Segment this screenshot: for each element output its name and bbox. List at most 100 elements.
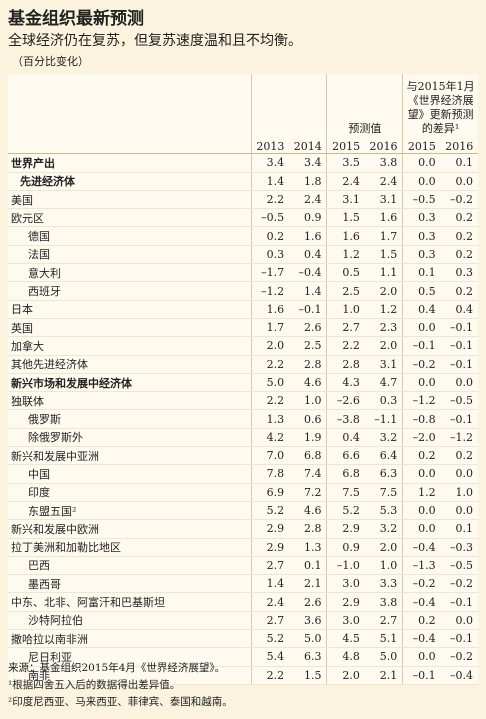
column-header: 2015: [402, 136, 441, 155]
row-label: 中东、北非、阿富汗和巴基斯坦: [8, 592, 252, 612]
row-label: 墨西哥: [8, 574, 252, 594]
cell-value: 6.3: [289, 647, 327, 667]
cell-value: –0.1: [402, 666, 441, 685]
cell-value: 3.8: [364, 153, 403, 173]
cell-value: 3.4: [250, 153, 290, 173]
cell-value: 0.0: [402, 464, 441, 484]
cell-value: 0.0: [402, 647, 441, 667]
table-row: 西班牙 –1.2 1.4 2.5 2.0 0.5 0.2: [8, 281, 478, 301]
cell-value: 2.7: [250, 611, 290, 631]
cell-value: 2.2: [250, 355, 290, 374]
cell-value: 3.2: [364, 519, 403, 539]
cell-value: 2.5: [289, 336, 327, 356]
cell-value: 3.1: [364, 355, 403, 374]
cell-value: 7.5: [326, 483, 365, 502]
cell-value: –1.2: [402, 391, 441, 411]
cell-value: 1.2: [402, 483, 441, 502]
cell-value: 0.1: [289, 556, 327, 576]
cell-value: 0.0: [402, 172, 441, 191]
cell-value: 0.0: [440, 464, 478, 484]
cell-value: 0.9: [326, 538, 365, 557]
table-row: 巴西 2.7 0.1 –1.0 1.0 –1.3 –0.5: [8, 556, 478, 576]
cell-value: 2.8: [326, 355, 365, 374]
row-label: 先进经济体: [8, 172, 252, 191]
cell-value: 3.6: [289, 611, 327, 631]
table-row: 先进经济体 1.4 1.8 2.4 2.4 0.0 0.0: [8, 172, 478, 191]
cell-value: 5.0: [289, 629, 327, 649]
cell-value: 0.2: [440, 446, 478, 466]
table-row: 撒哈拉以南非洲 5.2 5.0 4.5 5.1 –0.4 –0.1: [8, 629, 478, 649]
cell-value: 0.0: [402, 519, 441, 539]
cell-value: 0.9: [289, 208, 327, 228]
cell-value: 1.5: [289, 666, 327, 685]
cell-value: 3.2: [364, 428, 403, 448]
cell-value: 4.8: [326, 647, 365, 667]
cell-value: 2.0: [364, 336, 403, 356]
cell-value: –0.2: [440, 574, 478, 594]
cell-value: 2.9: [250, 519, 290, 539]
table-row: 俄罗斯 1.3 0.6 –3.8 –1.1 –0.8 –0.1: [8, 409, 478, 429]
cell-value: 1.5: [326, 208, 365, 228]
cell-value: 6.8: [289, 446, 327, 466]
cell-value: 5.2: [250, 501, 290, 521]
cell-value: –0.5: [440, 391, 478, 411]
table-row: 中东、北非、阿富汗和巴基斯坦 2.4 2.6 2.9 3.8 –0.4 –0.1: [8, 592, 478, 612]
cell-value: –0.5: [402, 190, 441, 210]
column-header: 2013: [250, 136, 290, 155]
cell-value: 0.1: [440, 519, 478, 539]
row-label: 新兴市场和发展中经济体: [8, 373, 252, 393]
cell-value: 6.6: [326, 446, 365, 466]
cell-value: 4.7: [364, 373, 403, 393]
cell-value: 0.3: [364, 391, 403, 411]
forecast-table: 预测值 与2015年1月《世界经济展望》更新预测的差异¹ 2013 2014 201…: [8, 74, 478, 685]
cell-value: 4.2: [250, 428, 290, 448]
cell-value: 1.8: [289, 172, 327, 191]
cell-value: –1.3: [402, 556, 441, 576]
cell-value: 0.3: [402, 245, 441, 265]
row-label: 东盟五国²: [8, 501, 252, 521]
cell-value: 0.2: [440, 281, 478, 301]
row-label: 加拿大: [8, 336, 252, 356]
cell-value: –0.1: [440, 318, 478, 338]
cell-value: 2.7: [364, 611, 403, 631]
cell-value: 2.8: [289, 355, 327, 374]
unit-note: （百分比变化）: [12, 55, 89, 68]
cell-value: 3.1: [326, 190, 365, 210]
table-row: 东盟五国² 5.2 4.6 5.2 5.3 0.0 0.0: [8, 501, 478, 521]
row-label: 俄罗斯: [8, 409, 252, 429]
row-label: 英国: [8, 318, 252, 338]
cell-value: 0.3: [440, 263, 478, 283]
cell-value: 6.9: [250, 483, 290, 502]
row-label: 巴西: [8, 556, 252, 576]
cell-value: 1.3: [250, 409, 290, 429]
cell-value: –3.8: [326, 409, 365, 429]
table-row: 尼日利亚 5.4 6.3 4.8 5.0 0.0 –0.2: [8, 647, 478, 667]
cell-value: 0.0: [402, 318, 441, 338]
footnote: 来源：基金组织2015年4月《世界经济展望》。: [8, 662, 226, 674]
cell-value: 2.2: [250, 391, 290, 411]
row-label: 撒哈拉以南非洲: [8, 629, 252, 649]
cell-value: 0.2: [440, 245, 478, 265]
cell-value: 7.2: [289, 483, 327, 502]
cell-value: 5.0: [364, 647, 403, 667]
cell-value: 0.4: [289, 245, 327, 265]
cell-value: 0.6: [289, 409, 327, 429]
cell-value: 4.5: [326, 629, 365, 649]
row-label: 法国: [8, 245, 252, 265]
cell-value: 4.3: [326, 373, 365, 393]
cell-value: 3.0: [326, 611, 365, 631]
cell-value: 2.9: [250, 538, 290, 557]
cell-value: 3.4: [289, 153, 327, 173]
cell-value: 2.4: [289, 190, 327, 210]
cell-value: 5.2: [250, 629, 290, 649]
row-label: 世界产出: [8, 153, 252, 173]
cell-value: –0.1: [440, 592, 478, 612]
cell-value: 0.0: [440, 611, 478, 631]
cell-value: 7.8: [250, 464, 290, 484]
cell-value: 2.2: [326, 336, 365, 356]
cell-value: 2.6: [289, 592, 327, 612]
cell-value: 2.4: [364, 172, 403, 191]
table-row: 欧元区 –0.5 0.9 1.5 1.6 0.3 0.2: [8, 208, 478, 228]
row-label: 独联体: [8, 391, 252, 411]
row-label: 德国: [8, 226, 252, 246]
